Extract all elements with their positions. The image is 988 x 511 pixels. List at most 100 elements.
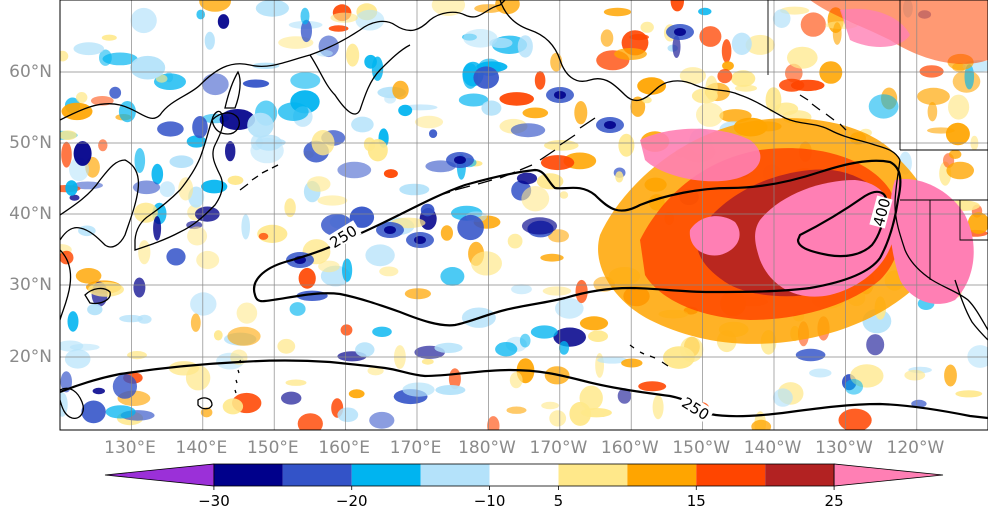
anomaly-patch	[132, 180, 161, 195]
anomaly-patch	[544, 140, 579, 151]
anomaly-patch	[101, 34, 117, 41]
anomaly-patch	[185, 365, 211, 391]
anomaly-patch	[112, 374, 137, 399]
anomaly-patch	[330, 12, 358, 23]
anomaly-patch	[440, 267, 465, 286]
anomaly-patch	[542, 286, 572, 296]
anomaly-patch	[731, 32, 752, 55]
anomaly-patch	[580, 408, 612, 418]
philippines-coastline	[60, 387, 84, 419]
colorbar-tick-label: 25	[825, 492, 844, 510]
korea-coastline	[60, 159, 140, 248]
anomaly-patch	[414, 236, 426, 244]
anomaly-patch	[399, 183, 430, 196]
anomaly-patch	[615, 171, 624, 183]
anomaly-patch	[721, 39, 732, 63]
anomaly-patch	[809, 368, 832, 378]
positive-anomaly-region	[598, 0, 988, 344]
kuril-islands	[239, 164, 279, 191]
north-america-coastline	[894, 159, 988, 331]
province-boundary	[767, 0, 988, 151]
anomaly-patch	[414, 115, 444, 129]
anomaly-patch	[765, 87, 782, 113]
anomaly-patch	[236, 302, 258, 324]
anomaly-patch	[579, 385, 603, 411]
anomaly-patch	[730, 70, 756, 87]
anomaly-patch	[284, 198, 296, 218]
anomaly-patch	[663, 346, 695, 369]
anomaly-patch	[73, 141, 92, 166]
anomaly-patch	[511, 284, 532, 295]
anomaly-patch	[130, 7, 157, 34]
anomaly-patch	[75, 268, 102, 284]
anomaly-patch	[927, 102, 938, 122]
anomaly-patch	[751, 419, 772, 430]
anomaly-patch	[290, 72, 321, 89]
anomaly-patch	[367, 366, 384, 376]
anomaly-patch	[134, 148, 146, 173]
coastlines	[60, 0, 988, 419]
anomaly-patch	[521, 186, 550, 212]
anomaly-patch	[967, 212, 988, 234]
anomaly-patch	[600, 29, 614, 47]
anomaly-patch	[98, 139, 108, 152]
anomaly-patch	[317, 195, 348, 206]
anomaly-patch	[838, 408, 872, 430]
anomaly-patch	[471, 251, 502, 276]
colorbar-segment	[696, 464, 766, 486]
anomaly-patch	[506, 406, 527, 414]
anomaly-patch	[457, 214, 484, 241]
anomaly-patch	[337, 161, 372, 179]
anomaly-patch	[204, 31, 215, 50]
latitude-labels: 60°N 50°N 40°N 30°N 20°N	[9, 62, 52, 367]
anomaly-patch	[138, 240, 151, 265]
lon-label: 150°W	[672, 438, 730, 458]
marianas-island	[197, 397, 213, 410]
colorbar-segment	[420, 464, 490, 486]
anomaly-patch	[277, 102, 309, 121]
anomaly-patch	[540, 253, 564, 262]
colorbar-segment	[765, 464, 835, 486]
anomaly-patch	[190, 292, 217, 316]
graticule	[60, 0, 988, 430]
lat-label-30n: 30°N	[9, 275, 52, 295]
anomaly-patch	[699, 26, 722, 47]
ryukyu-island	[84, 287, 111, 305]
anomaly-patch	[790, 79, 825, 92]
anomaly-patch	[159, 181, 175, 198]
hokkaido-coastline	[211, 112, 240, 135]
anomaly-patch	[199, 0, 231, 12]
anomaly-patch	[540, 155, 575, 171]
anomaly-patch	[420, 203, 435, 217]
anomaly-patch	[462, 63, 479, 89]
sakhalin-coastline	[224, 70, 241, 109]
anomaly-patch	[372, 326, 392, 337]
anomaly-patch	[672, 35, 681, 58]
anomaly-patch	[222, 398, 244, 415]
anomaly-patch	[868, 94, 899, 119]
anomaly-patch	[384, 226, 396, 234]
anomaly-patch	[72, 181, 103, 190]
anomaly-patch	[604, 121, 616, 129]
anomaly-patch	[298, 267, 316, 289]
anomaly-patch	[652, 395, 664, 420]
anomaly-patch	[151, 163, 164, 185]
colorbar-extend-low	[104, 463, 215, 487]
anomaly-patch	[225, 141, 236, 162]
kamchatka-coastline	[309, 44, 411, 115]
anomaly-patch	[679, 67, 707, 85]
anomaly-patch	[473, 66, 500, 89]
anomaly-patch	[530, 325, 558, 339]
anomaly-patch	[119, 314, 143, 323]
anomaly-patch	[917, 87, 950, 105]
lon-label: 160°E	[318, 438, 370, 458]
anomaly-patch	[637, 77, 666, 95]
anomaly-patch	[133, 277, 146, 298]
anomaly-patch	[521, 217, 558, 235]
colorbar-segment	[351, 464, 421, 486]
anomaly-patch	[340, 324, 353, 336]
anomaly-patch	[130, 55, 166, 80]
colorbar-tick-label: 5	[554, 492, 564, 510]
anomaly-patch	[621, 358, 643, 368]
